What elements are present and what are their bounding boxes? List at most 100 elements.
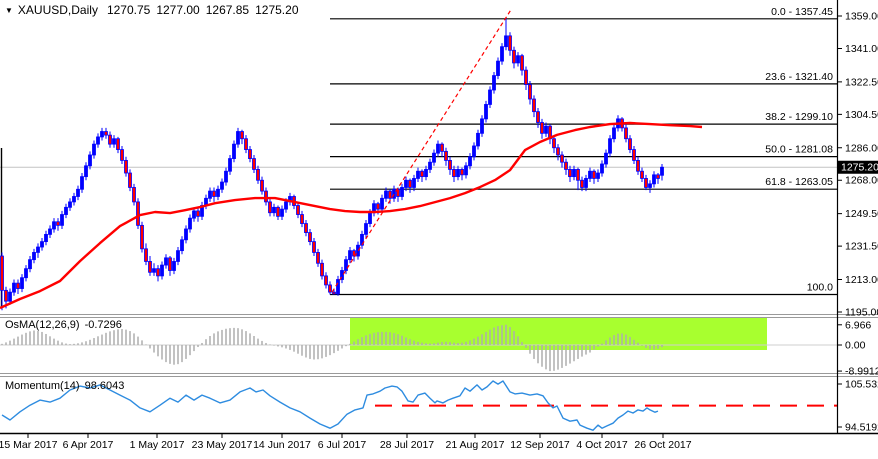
candle-body [608,138,612,154]
candle-body [172,261,176,271]
candle-body [636,159,640,172]
price-axis-label: 1286.00 [845,142,878,154]
candle-body [340,270,344,280]
candle-body [132,187,136,203]
candle-body [256,169,260,181]
candle-body [568,169,572,178]
osma-axis-label: 0.00 [845,340,866,352]
candle-body [476,132,480,147]
candle-body [88,154,92,167]
candle-body [524,69,528,85]
candle-body [20,277,24,289]
candle-body [584,178,588,188]
candle-body [392,188,396,199]
candle-body [660,166,664,176]
candle-body [600,163,604,174]
moving-average-line [0,121,703,310]
candle-body [644,178,648,188]
candle-body [488,89,492,105]
osma-indicator-value: -0.7296 [84,319,122,331]
candle-body [232,143,236,159]
candle-body [388,190,392,199]
candle-body [196,210,200,217]
candle-body [652,174,656,185]
candle-body [144,248,148,262]
candle-body [612,127,616,140]
candle-body [480,118,484,134]
candle-body [188,217,192,230]
candle-body [220,181,224,190]
candle-body [368,212,372,224]
main-chart-panel[interactable]: 0.0 - 1357.45 23.6 - 1321.40 38.2 - 1299.1… [0,0,837,316]
momentum-line [1,380,659,431]
current-price-badge [838,160,878,174]
candle-body [520,55,524,71]
momentum-panel[interactable] [0,378,837,433]
candle-body [280,208,284,217]
candle-body [300,214,304,224]
candle-body [24,268,28,279]
ohlc-header: ▼ XAUUSD,Daily 1270.75 1277.00 1267.85 1275.2… [5,3,305,17]
candle-body [184,228,188,241]
candle-body [4,289,8,302]
candle-body [624,127,628,140]
candle-body [460,169,464,176]
candle-body [312,241,316,253]
candle-body [504,35,508,48]
candle-body [192,210,196,219]
price-axis-label: 1268.00 [845,175,878,187]
osma-panel[interactable] [0,318,837,374]
candle-body [0,255,4,291]
candle-body [76,188,80,197]
candle-body [244,138,248,150]
date-label: 12 Sep 2017 [510,439,570,451]
candle-body [120,149,124,161]
candle-body [352,250,356,257]
ohlc-low: 1267.85 [205,3,250,17]
candle-body [464,165,468,176]
momentum-axis-label: 94.5192 [845,422,878,434]
candle-body [604,152,608,165]
price-axis-label: 1322.50 [845,76,878,88]
candle-body [628,138,632,150]
candle-body [484,104,488,120]
candle-body [328,284,332,293]
candle-body [228,158,232,172]
candle-body [316,252,320,264]
candle-body [156,268,160,277]
time-axis[interactable]: 15 Mar 2017 6 Apr 2017 1 May 2017 23 May 20… [0,434,692,451]
candle-body [424,169,428,178]
candle-body [468,156,472,167]
candle-body [68,201,72,208]
candle-body [356,244,360,257]
candle-body [164,257,168,266]
candle-body [408,179,412,188]
candle-body [324,275,328,286]
candle-body [576,169,580,181]
date-label: 23 May 2017 [192,439,253,451]
date-label: 6 Jul 2017 [318,439,367,451]
candle-body [580,179,584,188]
candle-body [380,197,384,210]
candle-body [592,170,596,179]
candle-body [444,150,448,161]
candle-body [128,172,132,188]
price-axis-label: 1341.00 [845,43,878,55]
price-axis[interactable]: 1359.00 1341.00 1322.50 1304.50 1286.00 1268.… [0,0,878,435]
candle-body [492,75,496,91]
date-label: 15 Mar 2017 [0,439,58,451]
candle-body [64,206,68,215]
main-plot-area[interactable] [0,0,837,316]
candle-body [364,223,368,235]
candle-body [640,170,644,179]
candle-body [472,145,476,158]
fib-level-label: 38.2 - 1299.10 [765,111,833,123]
candle-body [48,228,52,235]
candle-body [440,143,444,152]
collapse-triangle-icon[interactable]: ▼ [5,6,13,15]
candle-body [240,131,244,140]
candle-body [208,190,212,199]
candle-body [428,161,432,170]
current-price-badge-text: 1275.20 [841,162,878,174]
